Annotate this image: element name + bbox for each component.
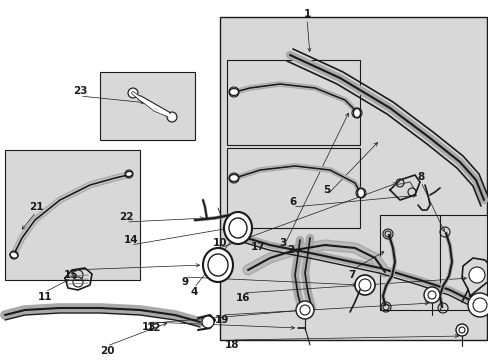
Text: 11: 11 (38, 292, 52, 302)
Text: 19: 19 (214, 315, 229, 325)
Text: 15: 15 (63, 270, 78, 280)
Text: 18: 18 (224, 340, 239, 350)
Bar (220, 17, 486, 340)
Text: 1: 1 (303, 9, 310, 19)
Circle shape (130, 90, 136, 96)
Ellipse shape (229, 175, 238, 181)
Circle shape (468, 267, 484, 283)
Bar (439, 215, 486, 310)
Text: 12: 12 (146, 323, 161, 333)
Text: 22: 22 (119, 212, 133, 222)
Text: 7: 7 (347, 270, 355, 280)
Text: 23: 23 (73, 86, 87, 96)
Text: 14: 14 (123, 235, 138, 245)
Text: 17: 17 (250, 242, 265, 252)
Ellipse shape (357, 189, 364, 198)
Text: 21: 21 (29, 202, 43, 212)
Circle shape (202, 316, 214, 328)
Ellipse shape (203, 248, 232, 282)
Text: 4: 4 (190, 287, 197, 297)
Ellipse shape (353, 108, 360, 117)
Circle shape (467, 293, 488, 317)
Bar (5, 150, 140, 280)
Ellipse shape (229, 89, 238, 95)
Bar (226, 60, 359, 145)
Circle shape (169, 114, 175, 120)
Ellipse shape (125, 171, 132, 176)
Text: 9: 9 (181, 277, 188, 287)
Ellipse shape (207, 254, 227, 276)
Circle shape (299, 305, 309, 315)
Text: 10: 10 (212, 238, 227, 248)
Text: 3: 3 (279, 238, 286, 248)
Circle shape (358, 279, 370, 291)
Text: 5: 5 (323, 185, 330, 195)
Ellipse shape (228, 218, 246, 238)
Bar (100, 72, 195, 140)
Circle shape (423, 287, 439, 303)
Text: 13: 13 (142, 322, 156, 332)
Ellipse shape (224, 212, 251, 244)
Ellipse shape (10, 252, 18, 258)
Text: 2: 2 (287, 245, 294, 255)
Bar (379, 215, 439, 310)
Text: 6: 6 (289, 197, 296, 207)
Circle shape (427, 291, 435, 299)
Circle shape (458, 327, 464, 333)
Circle shape (472, 298, 486, 312)
Text: 16: 16 (235, 293, 250, 303)
Bar (226, 148, 359, 228)
Circle shape (295, 301, 313, 319)
Circle shape (455, 324, 467, 336)
Text: 20: 20 (100, 346, 114, 356)
Circle shape (354, 275, 374, 295)
Text: 8: 8 (417, 172, 424, 182)
